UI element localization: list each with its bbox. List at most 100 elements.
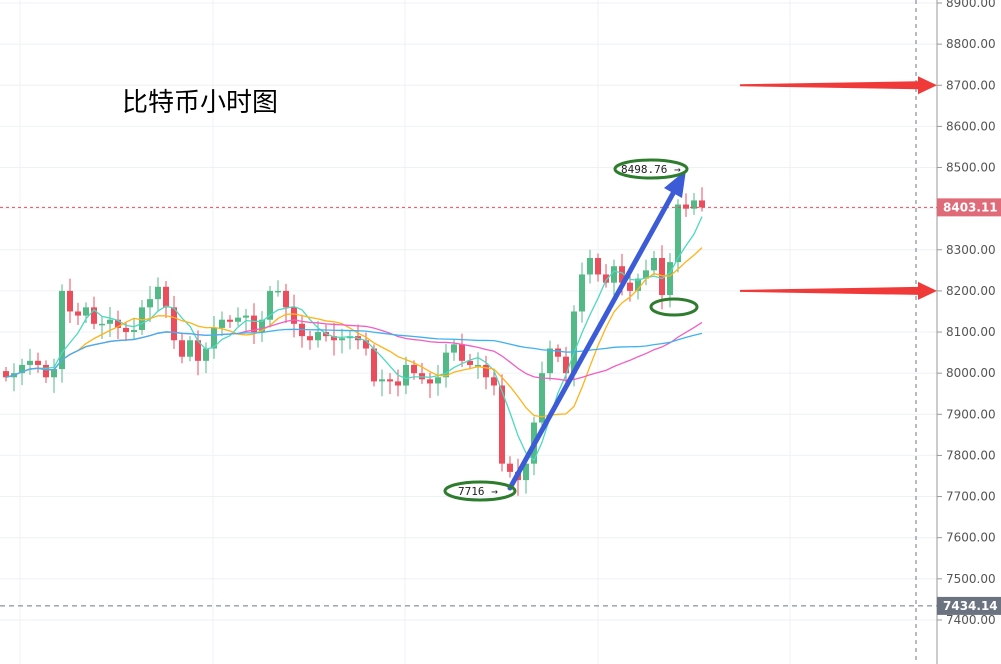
candle-up — [587, 258, 593, 275]
candle-down — [387, 379, 393, 382]
candle-up — [547, 348, 553, 374]
candle-down — [307, 336, 313, 341]
y-tick-label: 7400.00 — [946, 613, 996, 627]
last-price-label: 8403.11 — [943, 200, 998, 214]
candle-down — [371, 348, 377, 382]
candle-down — [43, 364, 49, 378]
candle-up — [107, 319, 113, 324]
candle-up — [51, 369, 57, 378]
candle-down — [35, 360, 41, 365]
candle-up — [19, 364, 25, 374]
candle-up — [147, 299, 153, 308]
candle-up — [451, 344, 457, 353]
target-arrow — [740, 281, 937, 300]
last-price-badge — [937, 198, 1001, 217]
trend-arrow-shaft — [507, 185, 679, 491]
candle-down — [563, 356, 569, 374]
candle-down — [491, 377, 497, 386]
y-tick-label: 8000.00 — [946, 366, 996, 380]
candle-up — [443, 352, 449, 378]
candle-down — [75, 311, 81, 316]
candle-down — [179, 340, 185, 357]
y-tick-label: 8900.00 — [946, 0, 996, 10]
candle-down — [227, 319, 233, 322]
y-tick-label: 8500.00 — [946, 161, 996, 175]
candle-down — [163, 286, 169, 308]
ma5-line — [5, 216, 703, 462]
candle-down — [331, 336, 337, 341]
target-arrow — [740, 76, 937, 95]
y-tick-label: 7500.00 — [946, 572, 996, 586]
candle-up — [635, 278, 641, 291]
candle-down — [91, 307, 97, 324]
candle-up — [83, 307, 89, 316]
candle-up — [211, 327, 217, 349]
y-tick-label: 8700.00 — [946, 78, 996, 92]
candle-down — [483, 364, 489, 378]
high-ellipse — [613, 158, 689, 180]
candle-up — [475, 364, 481, 367]
candle-up — [643, 270, 649, 279]
candle-down — [115, 319, 121, 328]
candle-down — [291, 307, 297, 324]
candle-down — [395, 381, 401, 386]
y-tick-label: 8200.00 — [946, 284, 996, 298]
candle-up — [539, 373, 545, 423]
candle-down — [171, 307, 177, 341]
candle-up — [99, 323, 105, 326]
candle-down — [683, 204, 689, 209]
candle-up — [155, 286, 161, 300]
candle-down — [619, 266, 625, 283]
high-annotation: 8498.76 → — [621, 163, 681, 176]
candle-up — [59, 290, 65, 370]
candle-up — [131, 329, 137, 333]
candle-up — [523, 463, 529, 481]
candle-up — [27, 360, 33, 365]
candle-up — [267, 290, 273, 320]
candle-down — [363, 340, 369, 349]
y-tick-label: 7700.00 — [946, 490, 996, 504]
candle-down — [459, 344, 465, 361]
candle-up — [275, 290, 281, 293]
candle-down — [195, 340, 201, 361]
candle-up — [259, 319, 265, 333]
candle-down — [659, 258, 665, 296]
y-tick-label: 7800.00 — [946, 448, 996, 462]
candle-down — [627, 282, 633, 291]
candle-down — [411, 364, 417, 374]
y-tick-label: 8100.00 — [946, 325, 996, 339]
candle-up — [203, 348, 209, 361]
trend-arrow-head — [664, 170, 686, 198]
y-tick-label: 7900.00 — [946, 407, 996, 421]
y-tick-label: 8300.00 — [946, 243, 996, 257]
candle-up — [315, 332, 321, 341]
low-price-badge — [937, 596, 1001, 615]
candle-up — [339, 338, 345, 341]
candle-down — [123, 327, 129, 333]
candle-up — [379, 379, 385, 382]
y-tick-label: 7600.00 — [946, 531, 996, 545]
candle-up — [235, 317, 241, 322]
candle-down — [67, 290, 73, 312]
candle-up — [611, 266, 617, 283]
candle-down — [499, 385, 505, 464]
candle-up — [139, 307, 145, 330]
chart-title: 比特币小时图 — [122, 88, 279, 118]
low-ellipse — [443, 480, 517, 502]
candle-down — [603, 274, 609, 283]
candle-up — [667, 262, 673, 296]
y-tick-label: 8600.00 — [946, 119, 996, 133]
candle-up — [435, 377, 441, 384]
candle-up — [579, 274, 585, 312]
candle-up — [403, 364, 409, 386]
candle-down — [283, 290, 289, 308]
candle-down — [699, 200, 705, 208]
candle-up — [243, 315, 249, 318]
candle-up — [675, 204, 681, 263]
candle-up — [571, 311, 577, 374]
candle-down — [427, 379, 433, 384]
low-annotation: 7716 → — [458, 485, 498, 498]
candle-down — [555, 348, 561, 357]
support-ellipse — [649, 297, 699, 317]
